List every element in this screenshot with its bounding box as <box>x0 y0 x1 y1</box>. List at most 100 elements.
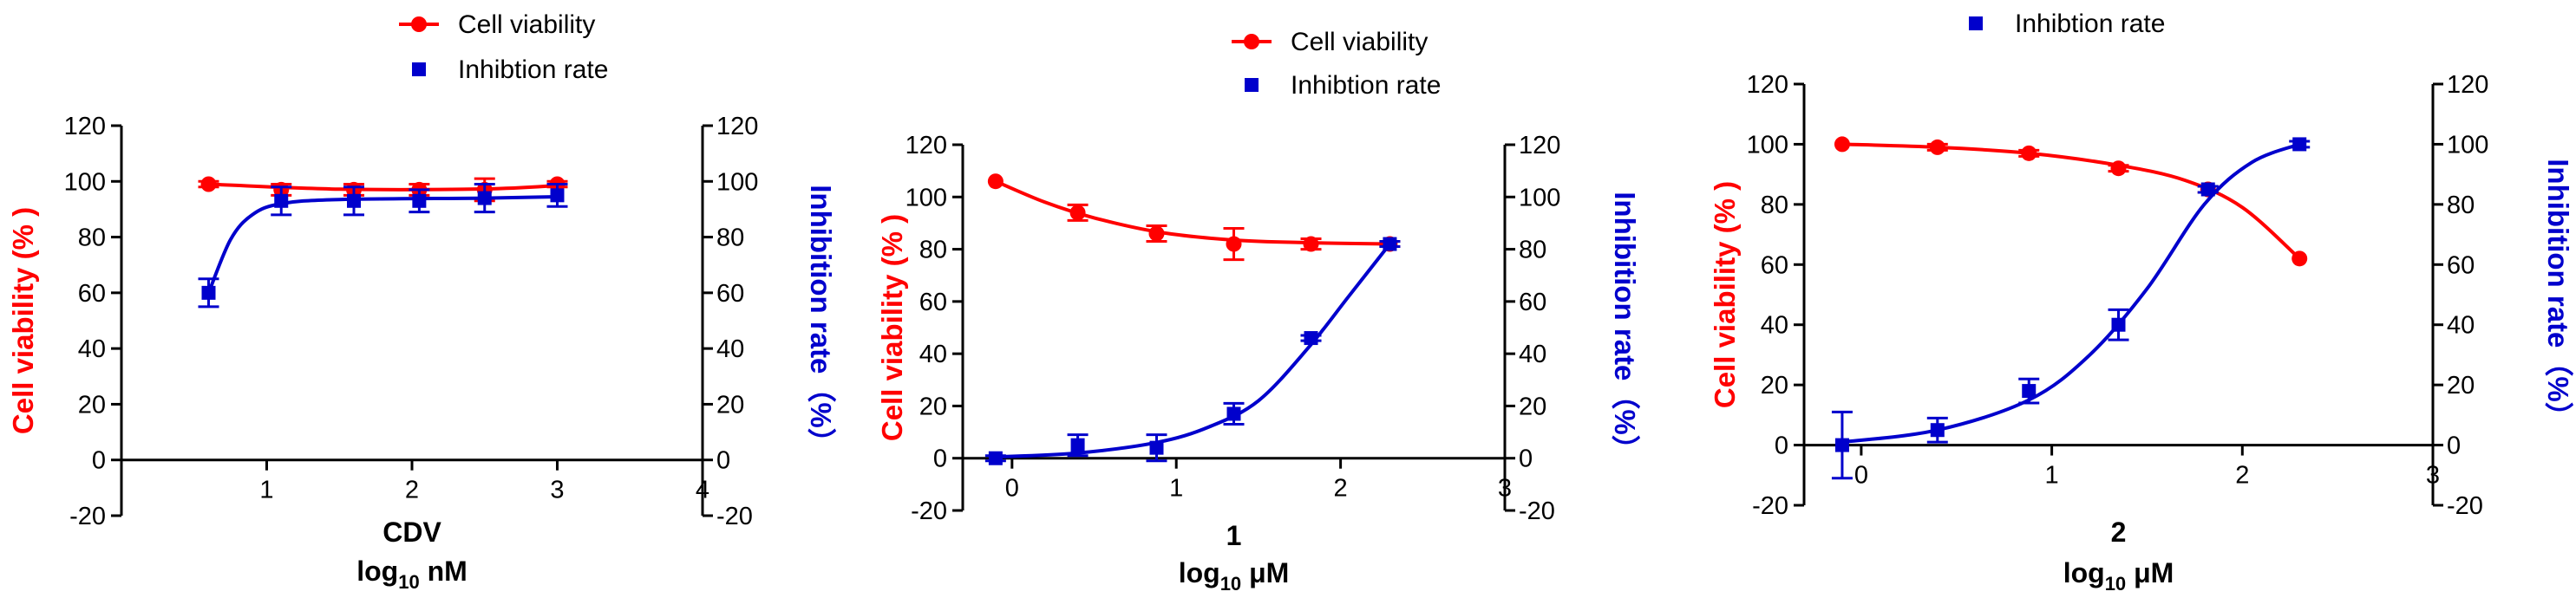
inhibition-point <box>988 451 1003 465</box>
right-y-tick-label: 120 <box>716 113 758 140</box>
viability-point <box>200 176 217 192</box>
right-y-tick-label: 60 <box>716 280 744 308</box>
viability-point <box>987 173 1004 190</box>
legend: Inhibtion rate <box>1969 10 2165 38</box>
left-y-tick-label: 120 <box>1747 71 1788 99</box>
right-y-tick-label: 0 <box>1519 445 1533 473</box>
x-axis-label-log: log <box>1179 557 1220 588</box>
legend-inhibition-label: Inhibtion rate <box>458 55 608 84</box>
right-y-tick-label: 120 <box>1519 132 1560 159</box>
right-y-tick-label: 40 <box>716 335 744 363</box>
right-y-axis-label: Inhibition rate（%） <box>805 185 837 457</box>
x-tick-label: 2 <box>2235 462 2249 490</box>
viability-point <box>1226 236 1242 252</box>
right-y-tick-label: 40 <box>2447 312 2475 340</box>
inhibition-point <box>412 193 427 208</box>
left-y-tick-label: 100 <box>64 168 106 196</box>
viability-point <box>1929 139 1945 155</box>
legend-inhibition-label: Inhibtion rate <box>1291 71 1441 100</box>
right-y-tick-label: 20 <box>1519 393 1546 420</box>
inhibition-point <box>2111 317 2126 332</box>
legend: Cell viability Inhibtion rate <box>399 10 608 84</box>
right-y-tick-label: -20 <box>2447 492 2483 520</box>
legend-inhibition-marker <box>412 62 426 76</box>
x-axis-label-log: log <box>2063 557 2105 588</box>
legend-viability-marker <box>411 16 427 32</box>
right-y-tick-label: 20 <box>716 391 744 419</box>
inhibition-point <box>2200 182 2215 197</box>
inhibition-point <box>201 285 216 300</box>
x-tick-label: 1 <box>259 477 273 504</box>
right-y-tick-label: -20 <box>716 503 753 530</box>
legend-viability-label: Cell viability <box>458 10 595 39</box>
x-tick-label: 2 <box>405 477 419 504</box>
left-y-tick-label: 20 <box>919 393 947 420</box>
inhibition-point <box>1834 438 1849 452</box>
x-axis-label-units: μM <box>2126 557 2174 588</box>
x-axis-label-compound: 2 <box>2111 517 2127 548</box>
left-y-tick-label: 40 <box>1761 312 1788 340</box>
left-y-tick-label: 100 <box>1747 131 1788 159</box>
x-tick-label: 3 <box>1498 475 1512 503</box>
left-y-tick-label: 0 <box>933 445 947 473</box>
left-y-axis-label: Cell viability (% ) <box>1709 181 1741 408</box>
x-axis-label-unit: log10 μM <box>1179 557 1290 595</box>
inhibition-point <box>2022 384 2037 399</box>
x-axis-label-unit: log10 μM <box>2063 557 2174 595</box>
legend-viability-label: Cell viability <box>1291 28 1428 56</box>
x-tick-label: 0 <box>1854 462 1868 490</box>
chart-panel-0: -20 -20 0 0 20 20 40 40 60 60 80 80 100 100 120 120 1 2 3 4… <box>7 10 837 593</box>
right-y-tick-label: -20 <box>1519 497 1555 525</box>
right-y-tick-label: 0 <box>716 447 730 475</box>
inhibition-point <box>1383 237 1397 251</box>
right-y-tick-label: 100 <box>716 168 758 196</box>
left-y-tick-label: 80 <box>1761 192 1788 219</box>
left-y-tick-label: 60 <box>78 280 106 308</box>
right-y-axis-label: Inhibition rate（%） <box>1609 192 1641 464</box>
viability-point <box>2292 250 2308 267</box>
x-tick-label: 3 <box>550 477 564 504</box>
x-axis-label-units: nM <box>420 556 467 587</box>
x-tick-label: 2 <box>1334 475 1348 503</box>
x-axis-label-log: log <box>356 556 398 587</box>
left-y-tick-label: 0 <box>1775 432 1788 460</box>
right-y-tick-label: 80 <box>716 224 744 252</box>
fit-curve-inhibition <box>1841 142 2300 445</box>
inhibition-point <box>1930 423 1945 438</box>
fit-curve-inhibition <box>995 243 1391 459</box>
inhibition-point <box>477 191 492 205</box>
right-y-tick-label: 40 <box>1519 341 1546 368</box>
legend-inhibition-marker <box>1969 16 1983 30</box>
inhibition-point <box>1070 438 1085 452</box>
x-tick-label: 4 <box>696 477 709 504</box>
x-tick-label: 1 <box>1169 475 1183 503</box>
right-y-tick-label: 60 <box>2447 251 2475 279</box>
chart-panel-1: -20 -20 0 0 20 20 40 40 60 60 80 80 100 100 120 120 0 1 2 3… <box>876 28 1641 595</box>
x-tick-label: 1 <box>2045 462 2059 490</box>
inhibition-point <box>2292 137 2307 152</box>
left-y-tick-label: -20 <box>69 503 106 530</box>
left-y-tick-label: 60 <box>1761 251 1788 279</box>
chart-panel-2: -20 -20 0 0 20 20 40 40 60 60 80 80 100 100 120 120 0 1 2 3… <box>1709 10 2574 595</box>
inhibition-point <box>1304 331 1318 346</box>
x-axis-label-sub: 10 <box>2105 573 2126 595</box>
x-axis-label-sub: 10 <box>1220 573 1241 595</box>
left-y-tick-label: 80 <box>919 237 947 264</box>
x-axis-label-compound: CDV <box>382 517 441 548</box>
left-y-tick-label: 120 <box>64 113 106 140</box>
right-y-axis-label: Inhibition rate（%） <box>2542 159 2574 431</box>
x-axis-label-compound: 1 <box>1226 520 1242 551</box>
viability-point <box>1069 205 1086 221</box>
viability-point <box>1148 225 1165 242</box>
right-y-tick-label: 120 <box>2447 71 2488 99</box>
right-y-tick-label: 100 <box>1519 184 1560 211</box>
x-axis-label-units: μM <box>1241 557 1289 588</box>
x-axis-label-unit: log10 nM <box>356 556 467 593</box>
x-axis-label-sub: 10 <box>398 571 419 593</box>
inhibition-point <box>1226 406 1241 421</box>
inhibition-point <box>550 188 565 203</box>
fit-curve-viability <box>208 182 558 192</box>
left-y-tick-label: 80 <box>78 224 106 252</box>
left-y-tick-label: 100 <box>906 184 947 211</box>
